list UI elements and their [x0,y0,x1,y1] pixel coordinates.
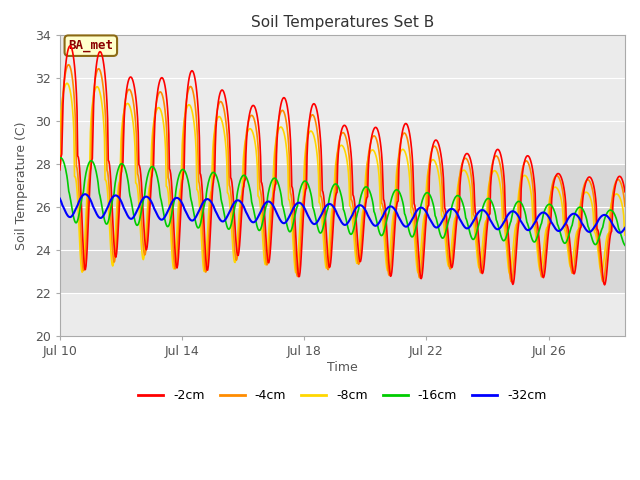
Title: Soil Temperatures Set B: Soil Temperatures Set B [251,15,434,30]
Text: BA_met: BA_met [68,39,113,52]
X-axis label: Time: Time [327,361,358,374]
Legend: -2cm, -4cm, -8cm, -16cm, -32cm: -2cm, -4cm, -8cm, -16cm, -32cm [133,384,552,408]
Bar [60,164,625,293]
Y-axis label: Soil Temperature (C): Soil Temperature (C) [15,121,28,250]
